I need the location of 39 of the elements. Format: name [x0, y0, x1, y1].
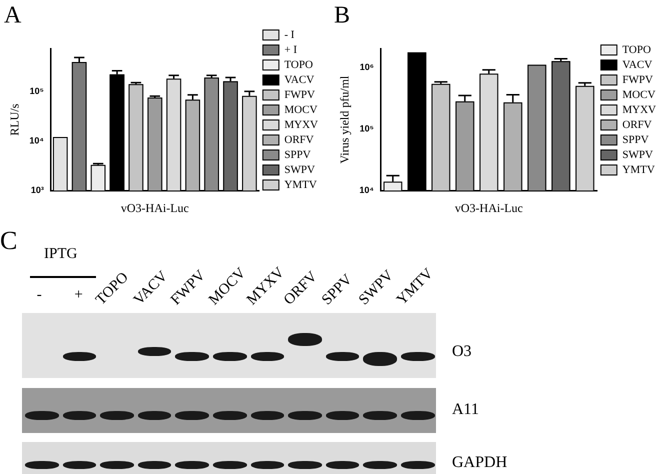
text: -	[36, 287, 42, 304]
legend-label: + I	[284, 44, 298, 56]
y-tick-label: 10⁴	[359, 185, 374, 196]
legend-label: SWPV	[622, 148, 654, 161]
legend-label: MOCV	[622, 88, 656, 101]
legend-label: VACV	[284, 74, 314, 86]
legend-label: SPPV	[622, 134, 649, 146]
legend-label: MYXV	[622, 104, 656, 116]
legend-label: TOPO	[622, 44, 651, 56]
text: +	[74, 287, 83, 304]
y-axis-title: RLU/s	[7, 103, 22, 136]
legend-label: FWPV	[622, 74, 654, 86]
y-tick-label: 10⁵	[30, 86, 44, 96]
legend-label: - I	[284, 28, 295, 41]
text: IPTG	[44, 246, 78, 263]
y-tick-label: 10³	[30, 185, 44, 196]
legend-label: MYXV	[284, 118, 318, 131]
legend-label: YMTV	[622, 164, 655, 176]
text: GAPDH	[452, 454, 508, 472]
x-axis-title: vO3-HAi-Luc	[120, 200, 189, 215]
y-tick-label: 10⁴	[29, 135, 44, 146]
legend-label: ORFV	[284, 134, 314, 146]
y-axis-title: Virus yield pfu/ml	[337, 75, 352, 164]
legend-label: YMTV	[284, 178, 317, 191]
legend-label: SWPV	[284, 164, 316, 176]
legend-label: FWPV	[284, 88, 316, 101]
text: O3	[452, 343, 472, 361]
text: A11	[452, 401, 479, 419]
chart-title: A	[4, 2, 22, 29]
legend-label: TOPO	[284, 58, 313, 71]
y-tick-label: 10⁶	[360, 62, 374, 72]
chart-title: B	[334, 2, 350, 29]
text: C	[0, 226, 18, 256]
legend-label: VACV	[622, 58, 652, 71]
x-axis-title: vO3-HAi-Luc	[454, 200, 523, 215]
legend-label: ORFV	[622, 118, 652, 131]
legend-label: SPPV	[284, 148, 311, 161]
legend-label: MOCV	[284, 104, 318, 116]
y-tick-label: 10⁵	[360, 123, 374, 134]
